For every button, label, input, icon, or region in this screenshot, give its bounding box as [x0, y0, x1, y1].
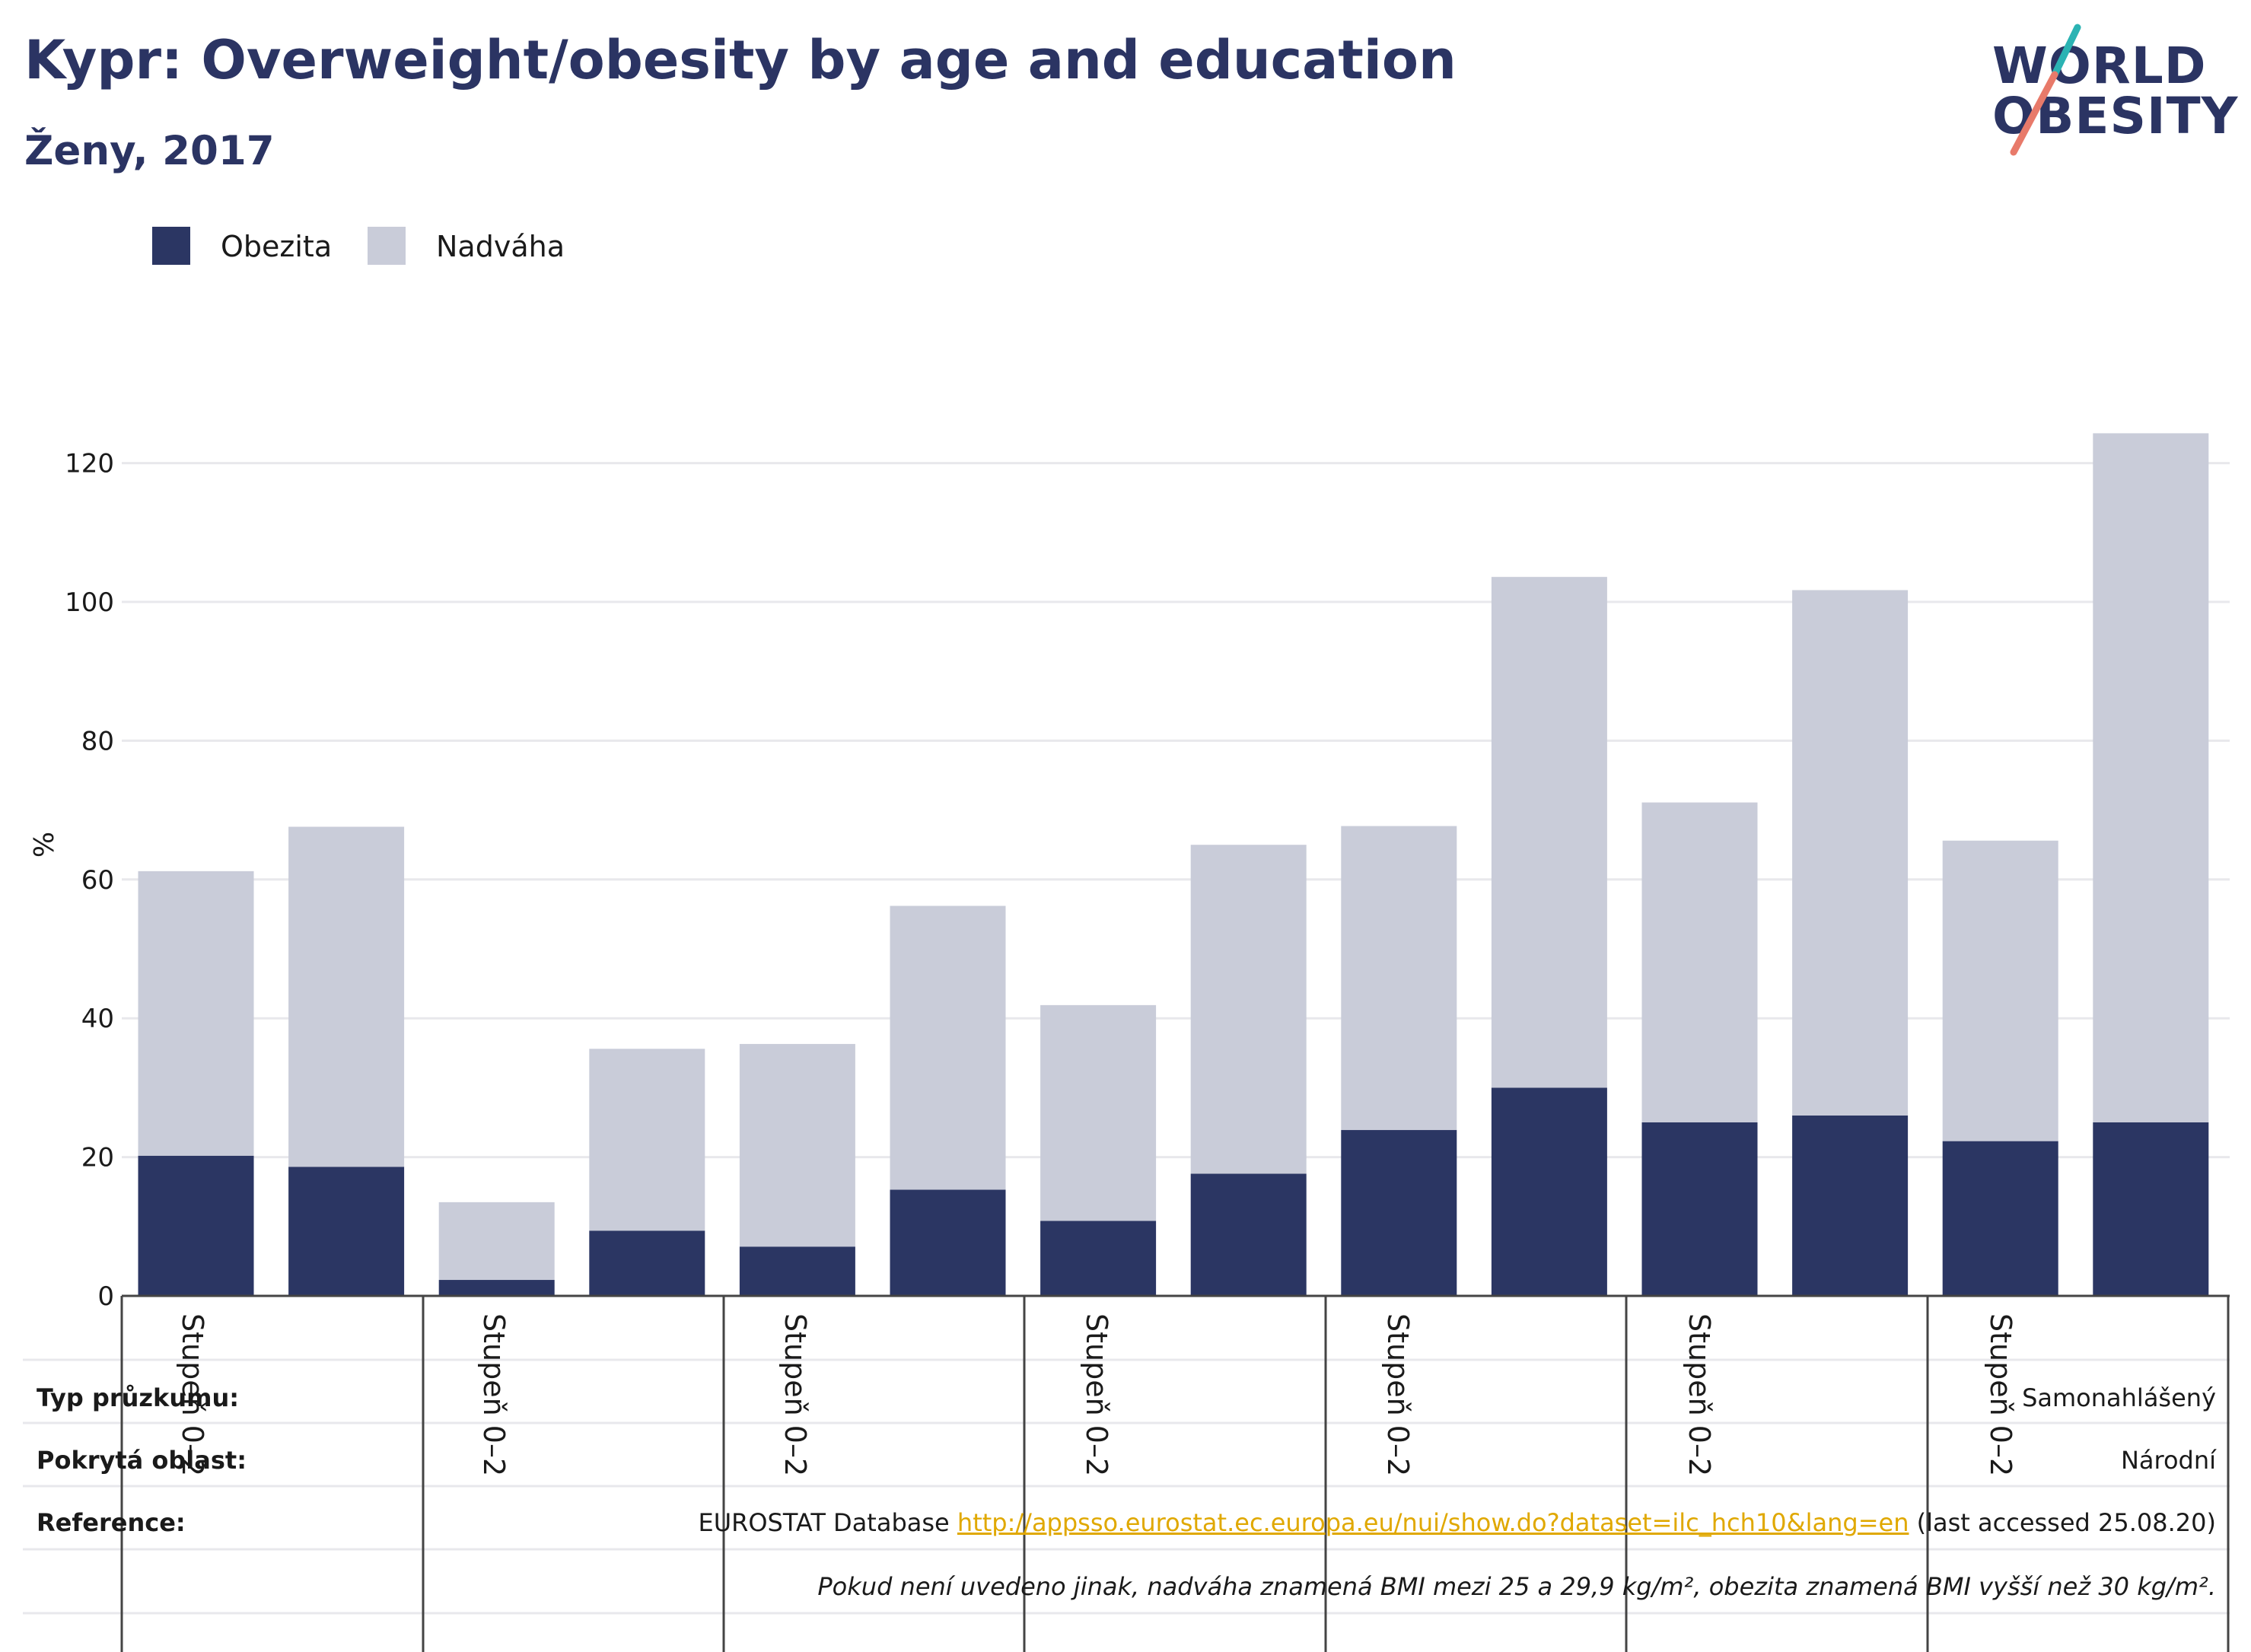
bar-obesity	[1942, 1141, 2058, 1296]
x-category-label: Stupeň 0–2	[1683, 1313, 1716, 1476]
bar-overweight	[1942, 840, 2058, 1141]
bar-overweight	[1491, 577, 1607, 1088]
bar-overweight	[890, 906, 1006, 1190]
bar-obesity	[890, 1189, 1006, 1296]
x-category-label: Stupeň 0–2	[1080, 1313, 1113, 1476]
chart-title: Kypr: Overweight/obesity by age and educ…	[24, 29, 1457, 91]
bar-obesity	[1190, 1173, 1307, 1296]
logo-text-world: WORLD	[1992, 37, 2207, 95]
bar-overweight	[138, 871, 254, 1156]
bar-overweight	[2093, 433, 2209, 1122]
bar-overweight	[739, 1043, 855, 1247]
bar-overweight	[438, 1202, 555, 1281]
bar-obesity	[138, 1155, 254, 1296]
x-category-label: Stupeň 0–2	[176, 1313, 209, 1476]
x-category-label: Stupeň 0–2	[1381, 1313, 1415, 1476]
y-tick-label: 120	[65, 449, 114, 479]
reference-row: EUROSTAT Database http://appsso.eurostat…	[698, 1508, 2216, 1537]
y-axis-title: %	[29, 832, 60, 858]
logo-slash-icon	[2010, 24, 2081, 156]
world-obesity-logo: WORLD OBESITY	[1979, 23, 2237, 160]
bar-obesity	[2093, 1122, 2209, 1296]
y-tick-label: 20	[81, 1143, 114, 1173]
y-tick-label: 0	[97, 1281, 114, 1312]
bar-obesity	[288, 1167, 405, 1296]
y-tick-label: 60	[81, 865, 114, 896]
bar-obesity	[589, 1230, 705, 1296]
bar-obesity	[438, 1280, 555, 1296]
bar-overweight	[288, 826, 405, 1167]
bar-overweight	[1792, 590, 1909, 1116]
bar-obesity	[1040, 1221, 1157, 1296]
legend-label-obesity: Obezita	[221, 230, 333, 263]
survey-type-value: Samonahlášený	[2022, 1383, 2216, 1412]
reference-link[interactable]: http://appsso.eurostat.ec.europa.eu/nui/…	[957, 1508, 1909, 1537]
y-tick-label: 100	[65, 587, 114, 618]
chart-subtitle: Ženy, 2017	[24, 128, 275, 174]
definition-note: Pokud není uvedeno jinak, nadváha znamen…	[817, 1572, 2216, 1601]
survey-type-label: Typ průzkumu:	[37, 1383, 240, 1412]
bar-obesity	[739, 1246, 855, 1296]
bar-overweight	[1341, 826, 1457, 1131]
bar-overweight	[1190, 845, 1307, 1174]
legend-swatch-overweight	[368, 227, 406, 265]
reference-suffix: (last accessed 25.08.20)	[1909, 1508, 2216, 1537]
bar-overweight	[1040, 1004, 1157, 1221]
coverage-value: Národní	[2120, 1446, 2216, 1475]
x-category-label: Stupeň 0–2	[1984, 1313, 2017, 1476]
bar-obesity	[1341, 1130, 1457, 1296]
legend-label-overweight: Nadváha	[436, 230, 565, 263]
coverage-label: Pokrytá oblast:	[37, 1446, 247, 1475]
bar-obesity	[1641, 1122, 1758, 1296]
reference-label: Reference:	[37, 1508, 186, 1537]
legend-swatch-obesity	[152, 227, 190, 265]
reference-text: EUROSTAT Database	[698, 1508, 957, 1537]
y-tick-label: 40	[81, 1004, 114, 1034]
bar-obesity	[1792, 1115, 1909, 1296]
x-category-label: Stupeň 0–2	[778, 1313, 812, 1476]
x-category-label: Stupeň 0–2	[477, 1313, 511, 1476]
bar-overweight	[1641, 802, 1758, 1122]
bar-obesity	[1491, 1087, 1607, 1296]
y-tick-label: 80	[81, 726, 114, 756]
bar-overweight	[589, 1049, 705, 1231]
